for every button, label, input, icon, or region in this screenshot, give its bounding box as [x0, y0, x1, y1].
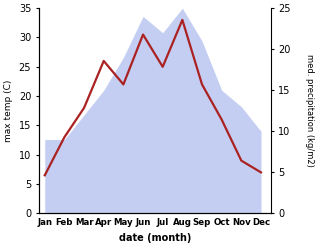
X-axis label: date (month): date (month) [119, 233, 191, 243]
Y-axis label: max temp (C): max temp (C) [4, 80, 13, 142]
Y-axis label: med. precipitation (kg/m2): med. precipitation (kg/m2) [305, 54, 314, 167]
